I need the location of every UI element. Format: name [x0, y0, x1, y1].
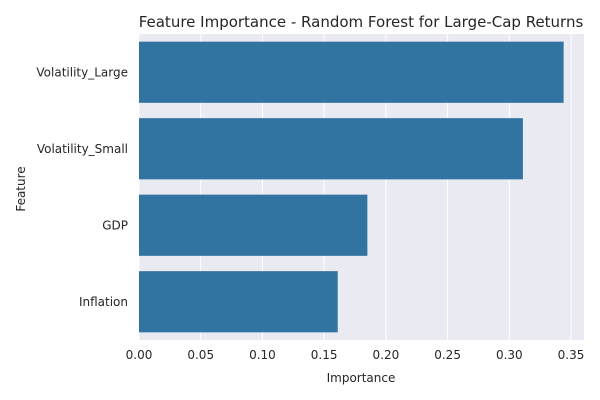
bars [139, 41, 564, 333]
chart-title: Feature Importance - Random Forest for L… [139, 13, 584, 31]
y-tick-label: Inflation [79, 295, 128, 309]
bar-volatility-small [139, 118, 523, 180]
x-axis-label: Importance [327, 371, 396, 385]
y-tick-label: GDP [102, 218, 128, 232]
x-tick-labels: 0.00 0.05 0.10 0.15 0.20 0.25 0.30 0.35 [126, 348, 585, 362]
x-tick-label: 0.00 [126, 348, 153, 362]
bar-inflation [139, 271, 338, 333]
x-tick-label: 0.30 [496, 348, 523, 362]
bar-volatility-large [139, 41, 564, 103]
y-tick-label: Volatility_Small [37, 142, 128, 156]
x-tick-label: 0.15 [311, 348, 338, 362]
x-tick-label: 0.10 [249, 348, 276, 362]
y-axis-label: Feature [14, 166, 28, 211]
x-tick-label: 0.05 [187, 348, 214, 362]
x-tick-label: 0.25 [434, 348, 461, 362]
bar-gdp [139, 194, 368, 256]
x-tick-label: 0.35 [558, 348, 585, 362]
y-tick-label: Volatility_Large [36, 65, 128, 79]
x-tick-label: 0.20 [373, 348, 400, 362]
y-tick-labels: Volatility_Large Volatility_Small GDP Infla… [36, 65, 128, 309]
